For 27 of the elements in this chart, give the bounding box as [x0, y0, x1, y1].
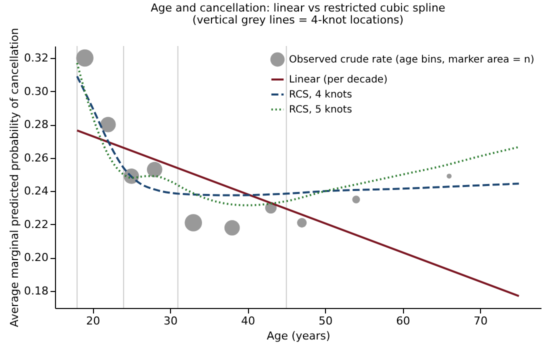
x-tick-label: 30	[164, 314, 178, 328]
legend-label: Observed crude rate (age bins, marker area = n)	[289, 54, 534, 66]
y-tick-label: 0.26	[24, 151, 48, 164]
y-tick-label: 0.20	[24, 251, 48, 264]
y-axis-title: Average marginal predicted probability of cancellation	[8, 28, 22, 328]
legend-label: Linear (per decade)	[289, 74, 388, 86]
point	[146, 162, 162, 178]
legend-label: RCS, 4 knots	[289, 90, 352, 100]
y-tick-label: 0.24	[24, 184, 48, 198]
y-tick-label: 0.22	[24, 218, 48, 231]
point	[100, 116, 116, 132]
legend-label: RCS, 5 knots	[289, 104, 352, 116]
y-tick-label: 0.28	[24, 118, 48, 132]
chart-title: Age and cancellation: linear vs restricted cubic spline	[150, 1, 446, 14]
y-tick-label: 0.30	[24, 84, 48, 98]
x-tick-label: 60	[396, 314, 410, 328]
chart-subtitle: (vertical grey lines = 4-knot locations)	[192, 13, 404, 26]
point	[76, 49, 94, 67]
x-tick-label: 40	[241, 314, 256, 328]
y-tick-label: 0.32	[24, 51, 48, 64]
line-series	[76, 75, 520, 196]
x-tick-label: 20	[86, 314, 100, 328]
x-tick-label: 70	[474, 314, 488, 328]
y-tick-label: 0.18	[24, 284, 48, 298]
x-axis-title: Age (years)	[266, 330, 330, 342]
point	[224, 220, 240, 236]
x-tick-label: 50	[318, 314, 333, 328]
